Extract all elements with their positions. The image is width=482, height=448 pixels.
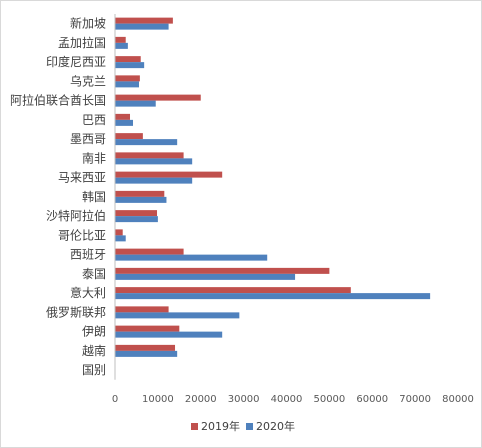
bar-series1 <box>115 229 123 236</box>
bar-series1 <box>115 325 180 332</box>
bar-series2 <box>115 273 296 280</box>
value-tick-labels: 0 10000 20000 30000 40000 50000 60000 70000 8000… <box>112 394 474 405</box>
category-label: 泰国 <box>82 267 106 281</box>
value-tick-label: 10000 <box>142 394 174 405</box>
legend-label: 2019年 <box>201 419 240 433</box>
bar-series2 <box>115 216 158 223</box>
bar-series1 <box>115 344 176 351</box>
bar-series2 <box>115 139 178 146</box>
value-tick-label: 70000 <box>399 394 431 405</box>
bar-series1 <box>115 248 184 255</box>
bar-series1 <box>115 113 131 120</box>
bar-series1 <box>115 17 173 24</box>
bar-series2 <box>115 81 140 88</box>
category-label: 西班牙 <box>70 248 106 262</box>
bar-series1 <box>115 152 184 159</box>
category-label: 越南 <box>82 343 106 358</box>
bar-series1 <box>115 171 223 178</box>
category-label: 意大利 <box>70 285 106 300</box>
bar-series2 <box>115 23 169 30</box>
category-label: 新加坡 <box>70 16 106 31</box>
value-tick-label: 60000 <box>356 394 388 405</box>
bar-series2 <box>115 293 431 300</box>
category-label: 墨西哥 <box>70 132 106 146</box>
bar-series2 <box>115 196 167 203</box>
value-tick-label: 80000 <box>442 394 474 405</box>
value-tick-label: 0 <box>112 394 118 405</box>
category-label: 沙特阿拉伯 <box>46 208 106 223</box>
category-label: 国别 <box>82 363 106 377</box>
value-tick-label: 20000 <box>185 394 217 405</box>
category-label: 南非 <box>82 150 106 165</box>
bar-series2 <box>115 350 178 357</box>
bar-series2 <box>115 331 223 338</box>
bar-series1 <box>115 75 140 82</box>
bar-series2 <box>115 62 145 69</box>
bar-series1 <box>115 56 141 63</box>
bar-series1 <box>115 306 169 313</box>
value-tick-label: 40000 <box>271 394 303 405</box>
legend-label: 2020年 <box>256 419 295 433</box>
bar-series2 <box>115 312 240 319</box>
category-label: 孟加拉国 <box>58 35 106 50</box>
category-labels: 新加坡孟加拉国印度尼西亚乌克兰阿拉伯联合酋长国巴西墨西哥南非马来西亚韩国沙特阿拉… <box>10 16 106 378</box>
bar-series1 <box>115 36 126 43</box>
bars <box>115 17 431 357</box>
bar-series2 <box>115 177 193 184</box>
value-tick-label: 50000 <box>313 394 345 405</box>
bar-series2 <box>115 100 156 107</box>
category-label: 阿拉伯联合酋长国 <box>10 93 106 108</box>
bar-series1 <box>115 190 165 197</box>
category-label: 马来西亚 <box>58 171 106 185</box>
bar-series2 <box>115 42 128 49</box>
category-label: 巴西 <box>82 113 106 127</box>
bar-series1 <box>115 210 158 217</box>
bar-series2 <box>115 119 134 126</box>
bar-series1 <box>115 94 201 101</box>
legend: 2019年 2020年 <box>191 419 295 433</box>
bar-series2 <box>115 235 126 242</box>
bar-series1 <box>115 133 143 140</box>
legend-swatch <box>246 423 253 430</box>
bar-series2 <box>115 254 268 261</box>
category-label: 韩国 <box>82 189 106 204</box>
value-tick-label: 30000 <box>228 394 260 405</box>
category-label: 俄罗斯联邦 <box>46 305 106 319</box>
category-label: 印度尼西亚 <box>46 54 106 69</box>
category-label: 乌克兰 <box>70 73 106 88</box>
category-label: 伊朗 <box>82 325 106 339</box>
category-label: 哥伦比亚 <box>58 227 106 242</box>
bar-series1 <box>115 267 330 274</box>
bar-series2 <box>115 158 193 165</box>
bar-series1 <box>115 287 351 294</box>
legend-swatch <box>191 423 198 430</box>
